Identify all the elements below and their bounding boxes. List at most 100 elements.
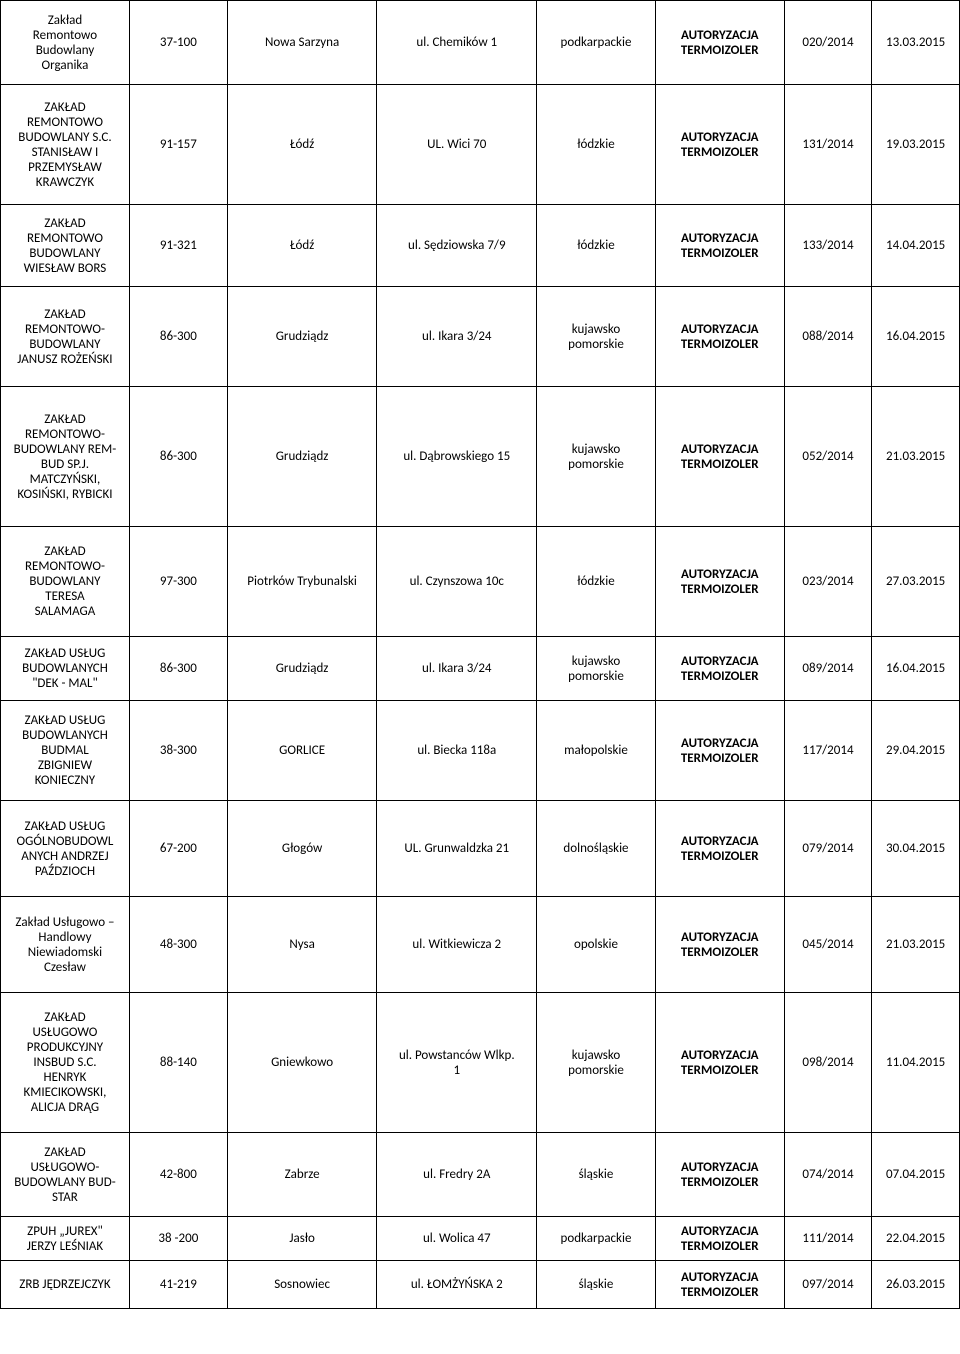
table-row: ZAKŁAD REMONTOWO BUDOWLANY S.C. STANISŁA… [1, 85, 960, 205]
cell-address: ul. Chemików 1 [377, 1, 537, 85]
cell-postcode: 91-321 [129, 205, 227, 287]
cell-postcode: 37-100 [129, 1, 227, 85]
cell-name: ZAKŁAD USŁUGOWO PRODUKCYJNY INSBUD S.C. … [1, 993, 130, 1133]
cell-date: 16.04.2015 [872, 637, 960, 701]
cell-address: UL. Grunwaldzka 21 [377, 801, 537, 897]
cell-city: GORLICE [227, 701, 377, 801]
table-row: ZAKŁAD REMONTOWO BUDOWLANY WIESŁAW BORS9… [1, 205, 960, 287]
cell-auth: AUTORYZACJA TERMOIZOLER [655, 1217, 784, 1261]
cell-date: 21.03.2015 [872, 387, 960, 527]
cell-postcode: 38 -200 [129, 1217, 227, 1261]
table-row: ZPUH „JUREX" JERZY LEŚNIAK38 -200Jasłoul… [1, 1217, 960, 1261]
cell-num: 088/2014 [784, 287, 872, 387]
cell-postcode: 97-300 [129, 527, 227, 637]
table-row: ZAKŁAD REMONTOWO- BUDOWLANY JANUSZ ROŻEŃ… [1, 287, 960, 387]
table-row: ZAKŁAD USŁUGOWO- BUDOWLANY BUD- STAR42-8… [1, 1133, 960, 1217]
cell-num: 131/2014 [784, 85, 872, 205]
data-table: Zakład Remontowo Budowlany Organika37-10… [0, 0, 960, 1309]
cell-region: podkarpackie [537, 1217, 656, 1261]
cell-date: 19.03.2015 [872, 85, 960, 205]
table-row: ZAKŁAD USŁUG BUDOWLANYCH BUDMAL ZBIGNIEW… [1, 701, 960, 801]
cell-auth: AUTORYZACJA TERMOIZOLER [655, 527, 784, 637]
cell-num: 089/2014 [784, 637, 872, 701]
cell-name: ZAKŁAD REMONTOWO BUDOWLANY S.C. STANISŁA… [1, 85, 130, 205]
cell-postcode: 88-140 [129, 993, 227, 1133]
cell-name: ZAKŁAD REMONTOWO- BUDOWLANY TERESA SALAM… [1, 527, 130, 637]
table-row: ZAKŁAD REMONTOWO- BUDOWLANY TERESA SALAM… [1, 527, 960, 637]
cell-num: 133/2014 [784, 205, 872, 287]
cell-num: 045/2014 [784, 897, 872, 993]
cell-address: ul. Wolica 47 [377, 1217, 537, 1261]
cell-num: 097/2014 [784, 1261, 872, 1309]
cell-postcode: 38-300 [129, 701, 227, 801]
cell-auth: AUTORYZACJA TERMOIZOLER [655, 1261, 784, 1309]
cell-date: 16.04.2015 [872, 287, 960, 387]
cell-postcode: 48-300 [129, 897, 227, 993]
cell-num: 052/2014 [784, 387, 872, 527]
cell-date: 21.03.2015 [872, 897, 960, 993]
cell-name: ZPUH „JUREX" JERZY LEŚNIAK [1, 1217, 130, 1261]
cell-date: 27.03.2015 [872, 527, 960, 637]
cell-city: Grudziądz [227, 287, 377, 387]
cell-name: Zakład Remontowo Budowlany Organika [1, 1, 130, 85]
cell-name: ZAKŁAD REMONTOWO- BUDOWLANY REM- BUD SP.… [1, 387, 130, 527]
cell-address: ul. Powstanców Wlkp. 1 [377, 993, 537, 1133]
cell-city: Zabrze [227, 1133, 377, 1217]
cell-auth: AUTORYZACJA TERMOIZOLER [655, 993, 784, 1133]
cell-num: 023/2014 [784, 527, 872, 637]
cell-region: kujawsko pomorskie [537, 993, 656, 1133]
cell-city: Nowa Sarzyna [227, 1, 377, 85]
cell-date: 11.04.2015 [872, 993, 960, 1133]
cell-auth: AUTORYZACJA TERMOIZOLER [655, 85, 784, 205]
cell-name: ZRB JĘDRZEJCZYK [1, 1261, 130, 1309]
cell-auth: AUTORYZACJA TERMOIZOLER [655, 897, 784, 993]
cell-num: 074/2014 [784, 1133, 872, 1217]
cell-city: Sosnowiec [227, 1261, 377, 1309]
cell-auth: AUTORYZACJA TERMOIZOLER [655, 801, 784, 897]
cell-region: małopolskie [537, 701, 656, 801]
cell-name: ZAKŁAD USŁUG BUDOWLANYCH BUDMAL ZBIGNIEW… [1, 701, 130, 801]
cell-date: 07.04.2015 [872, 1133, 960, 1217]
cell-auth: AUTORYZACJA TERMOIZOLER [655, 701, 784, 801]
cell-region: podkarpackie [537, 1, 656, 85]
cell-postcode: 86-300 [129, 637, 227, 701]
cell-num: 079/2014 [784, 801, 872, 897]
cell-name: ZAKŁAD USŁUGOWO- BUDOWLANY BUD- STAR [1, 1133, 130, 1217]
cell-num: 117/2014 [784, 701, 872, 801]
cell-num: 111/2014 [784, 1217, 872, 1261]
table-row: ZAKŁAD USŁUG BUDOWLANYCH "DEK - MAL"86-3… [1, 637, 960, 701]
cell-postcode: 86-300 [129, 287, 227, 387]
cell-date: 13.03.2015 [872, 1, 960, 85]
cell-address: ul. Fredry 2A [377, 1133, 537, 1217]
cell-address: ul. Witkiewicza 2 [377, 897, 537, 993]
cell-address: UL. Wici 70 [377, 85, 537, 205]
cell-date: 22.04.2015 [872, 1217, 960, 1261]
cell-postcode: 42-800 [129, 1133, 227, 1217]
cell-date: 26.03.2015 [872, 1261, 960, 1309]
cell-city: Nysa [227, 897, 377, 993]
cell-city: Gniewkowo [227, 993, 377, 1133]
cell-address: ul. Czynszowa 10c [377, 527, 537, 637]
cell-city: Grudziądz [227, 637, 377, 701]
cell-auth: AUTORYZACJA TERMOIZOLER [655, 287, 784, 387]
cell-auth: AUTORYZACJA TERMOIZOLER [655, 387, 784, 527]
table-row: ZAKŁAD USŁUGOWO PRODUKCYJNY INSBUD S.C. … [1, 993, 960, 1133]
cell-region: łódzkie [537, 205, 656, 287]
cell-address: ul. Biecka 118a [377, 701, 537, 801]
cell-name: ZAKŁAD USŁUG BUDOWLANYCH "DEK - MAL" [1, 637, 130, 701]
cell-city: Głogów [227, 801, 377, 897]
cell-region: kujawsko pomorskie [537, 387, 656, 527]
cell-city: Grudziądz [227, 387, 377, 527]
cell-auth: AUTORYZACJA TERMOIZOLER [655, 637, 784, 701]
cell-name: ZAKŁAD REMONTOWO BUDOWLANY WIESŁAW BORS [1, 205, 130, 287]
cell-region: kujawsko pomorskie [537, 287, 656, 387]
cell-region: śląskie [537, 1133, 656, 1217]
cell-postcode: 41-219 [129, 1261, 227, 1309]
cell-city: Piotrków Trybunalski [227, 527, 377, 637]
cell-city: Łódź [227, 85, 377, 205]
table-row: Zakład Remontowo Budowlany Organika37-10… [1, 1, 960, 85]
cell-region: kujawsko pomorskie [537, 637, 656, 701]
cell-city: Łódź [227, 205, 377, 287]
cell-address: ul. Ikara 3/24 [377, 637, 537, 701]
table-row: ZRB JĘDRZEJCZYK41-219Sosnowiecul. ŁOMŻYŃ… [1, 1261, 960, 1309]
